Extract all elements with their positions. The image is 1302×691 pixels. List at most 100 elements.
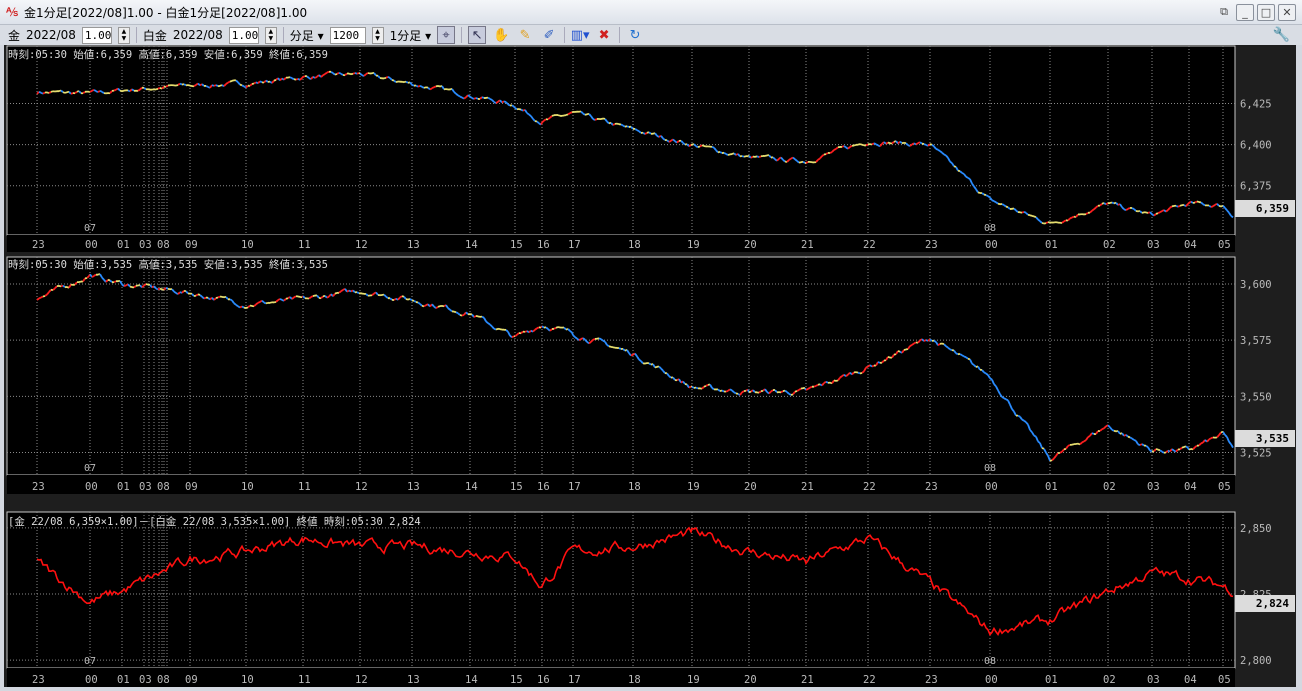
price-segment xyxy=(1023,419,1027,423)
x-tick-label: 02 xyxy=(1103,674,1116,686)
gold-multiplier-input[interactable] xyxy=(81,26,112,44)
price-segment xyxy=(175,292,179,295)
x-tick-label: 08 xyxy=(157,674,170,686)
platinum-contract-month[interactable]: 2022/08 xyxy=(172,28,223,42)
price-segment xyxy=(909,344,913,347)
price-segment xyxy=(1188,448,1192,451)
price-segment xyxy=(465,311,469,315)
price-segment xyxy=(324,295,328,299)
price-segment xyxy=(1173,449,1177,453)
price-segment xyxy=(308,77,312,80)
x-tick-label: 05 xyxy=(1218,239,1231,251)
price-segment xyxy=(316,74,320,78)
price-segment xyxy=(101,91,105,94)
price-segment xyxy=(680,380,684,384)
price-segment xyxy=(318,74,322,78)
platinum-multiplier-input[interactable] xyxy=(228,26,259,44)
hand-tool-icon[interactable]: ✋ xyxy=(493,27,510,43)
spread-line xyxy=(36,526,1234,637)
minimize-button[interactable]: _ xyxy=(1236,4,1254,21)
x-tick-label: 10 xyxy=(241,481,254,493)
price-segment xyxy=(1202,203,1206,207)
price-segment xyxy=(1079,441,1083,445)
price-segment xyxy=(409,298,413,302)
price-segment xyxy=(60,89,64,93)
price-segment xyxy=(678,378,682,384)
line-draw-tool-icon[interactable]: ✐ xyxy=(543,27,555,43)
price-segment xyxy=(1187,202,1190,205)
platinum-multiplier-spinner[interactable]: ▲ ▼ xyxy=(264,26,277,44)
price-segment xyxy=(963,173,967,178)
price-segment xyxy=(161,85,165,90)
refresh-icon[interactable]: ↻ xyxy=(629,27,641,43)
chart-type-icon[interactable]: ▥▾ xyxy=(570,27,590,43)
x-tick-label: 19 xyxy=(687,674,700,686)
price-segment xyxy=(1218,431,1222,436)
price-segment xyxy=(869,364,873,368)
period-type-dropdown[interactable]: 分足 ▾ xyxy=(289,28,324,43)
price-segment xyxy=(1161,450,1165,454)
price-segment xyxy=(365,293,369,297)
x-tick-label: 17 xyxy=(568,674,581,686)
price-segment xyxy=(235,304,239,307)
price-segment xyxy=(1029,214,1033,217)
y-tick-label: 2,850 xyxy=(1240,523,1272,535)
price-segment xyxy=(981,192,985,196)
price-segment xyxy=(917,339,921,344)
x-tick-label: 04 xyxy=(1184,239,1197,251)
price-segment xyxy=(1208,204,1212,208)
price-segment xyxy=(748,155,752,159)
date-mark-label: 08 xyxy=(984,463,996,474)
price-segment xyxy=(1041,447,1045,450)
pointer-tool-icon[interactable]: ↖ xyxy=(468,26,487,44)
price-segment xyxy=(1171,448,1175,452)
period-type-value: 分足 xyxy=(289,28,314,43)
clear-drawings-icon[interactable]: ✖ xyxy=(598,27,610,43)
bar-count-input[interactable] xyxy=(329,26,366,44)
gold-contract-month[interactable]: 2022/08 xyxy=(26,28,76,42)
price-segment xyxy=(711,146,715,149)
bar-count-spinner[interactable]: ▲ ▼ xyxy=(371,26,384,44)
close-button[interactable]: ✕ xyxy=(1278,4,1296,21)
price-segment xyxy=(241,84,245,88)
price-segment xyxy=(911,142,915,146)
chart-area[interactable]: 6,425 6,400 6,375 23 00 01 03 08 09 10 11 12 13 14 15 1… xyxy=(4,45,1296,687)
price-segment xyxy=(819,155,823,160)
price-segment xyxy=(927,338,931,342)
platinum-ohlc-info: 時刻:05:30 始値:3,535 高値:3,535 安値:3,535 終値:3… xyxy=(8,259,328,271)
settings-wrench-icon[interactable]: 🔧 xyxy=(1272,27,1290,43)
crosshair-tool-icon[interactable]: ⌖ xyxy=(437,26,456,44)
price-segment xyxy=(1041,222,1045,225)
price-segment xyxy=(409,81,413,86)
price-segment xyxy=(227,80,231,84)
price-segment xyxy=(505,101,509,105)
price-segment xyxy=(532,329,536,333)
price-segment xyxy=(249,83,253,87)
price-segment xyxy=(1063,447,1067,451)
price-segment xyxy=(660,135,664,139)
price-segment xyxy=(453,91,457,95)
price-segment xyxy=(768,390,772,395)
price-segment xyxy=(514,107,518,110)
price-segment xyxy=(263,79,267,84)
window-title: 金1分足[2022/08]1.00 - 白金1分足[2022/08]1.00 xyxy=(24,5,308,20)
price-segment xyxy=(223,83,227,87)
price-segment xyxy=(481,315,485,319)
price-segment xyxy=(995,385,999,391)
price-segment xyxy=(237,305,241,309)
price-segment xyxy=(1163,209,1167,213)
pencil-tool-icon[interactable]: ✎ xyxy=(519,27,531,43)
price-segment xyxy=(555,326,559,329)
gold-multiplier-spinner[interactable]: ▲ ▼ xyxy=(117,26,130,44)
price-segment xyxy=(86,275,90,279)
price-segment xyxy=(788,393,792,396)
period-dropdown[interactable]: 1分足 ▾ xyxy=(389,28,432,43)
price-segment xyxy=(97,273,101,276)
x-tick-label: 00 xyxy=(985,674,998,686)
charts-svg[interactable]: 6,425 6,400 6,375 23 00 01 03 08 09 10 11 12 13 14 15 1… xyxy=(4,45,1296,687)
price-segment xyxy=(1005,205,1009,209)
restore-window-icon[interactable]: ⧉ xyxy=(1220,5,1228,18)
price-segment xyxy=(117,87,121,92)
maximize-button[interactable]: □ xyxy=(1257,4,1275,21)
price-segment xyxy=(682,142,686,146)
